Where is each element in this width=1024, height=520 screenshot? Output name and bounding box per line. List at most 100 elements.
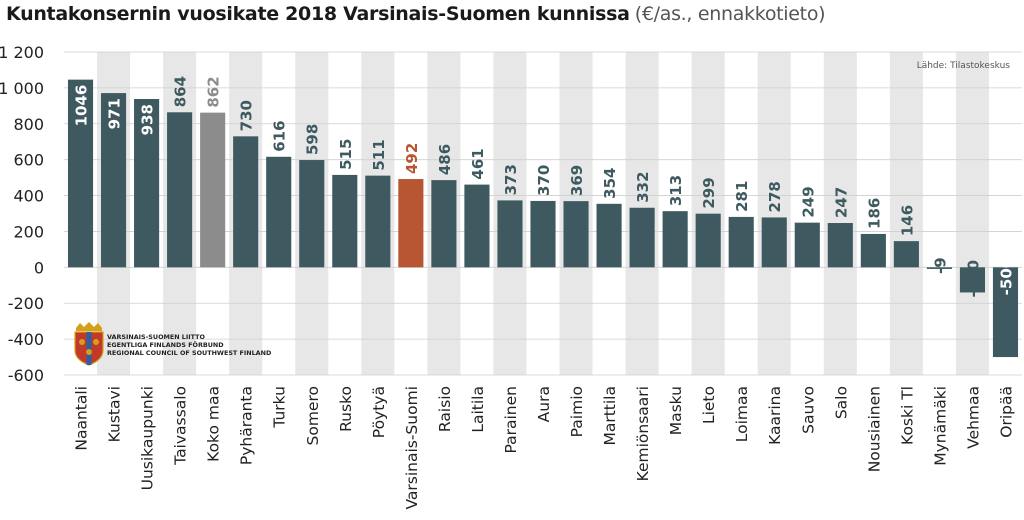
logo-line-3: REGIONAL COUNCIL OF SOUTHWEST FINLAND xyxy=(107,349,272,357)
value-label: 492 xyxy=(403,143,421,174)
chart-title-line: Kuntakonsernin vuosikate 2018 Varsinais-… xyxy=(6,3,826,25)
background-band xyxy=(691,52,725,375)
y-tick-label: -400 xyxy=(8,330,44,349)
y-tick-label: 400 xyxy=(13,187,44,206)
value-label: 370 xyxy=(535,165,553,196)
bar xyxy=(464,184,490,268)
y-tick-label: -200 xyxy=(8,294,44,313)
background-band xyxy=(823,52,857,375)
value-label: 938 xyxy=(139,104,157,135)
bar xyxy=(629,207,655,268)
value-label: 862 xyxy=(205,76,223,107)
category-label: Rusko xyxy=(337,386,355,432)
value-label: 730 xyxy=(238,100,256,131)
category-label: Parainen xyxy=(502,386,520,454)
bar xyxy=(67,79,94,268)
category-label: Pyhäranta xyxy=(238,386,256,465)
value-label: 247 xyxy=(832,187,850,218)
y-tick-label: 200 xyxy=(13,222,44,241)
value-label: -500 xyxy=(997,258,1015,296)
bar xyxy=(827,223,853,268)
logo-line-1: VARSINAIS-SUOMEN LIITTO xyxy=(107,333,205,341)
background-band xyxy=(889,52,923,375)
bar xyxy=(794,222,820,268)
bar xyxy=(728,216,754,268)
value-label: 1046 xyxy=(73,85,91,127)
value-label: 278 xyxy=(766,181,784,212)
bar xyxy=(134,99,160,268)
value-label: 461 xyxy=(469,148,487,179)
bar xyxy=(992,267,1019,358)
category-label: Vehmaa xyxy=(964,386,982,449)
value-label: 299 xyxy=(700,177,718,208)
bar xyxy=(596,203,622,268)
value-label: 511 xyxy=(370,139,388,170)
category-label: Sauvo xyxy=(799,386,817,434)
value-label: 281 xyxy=(733,181,751,212)
y-tick-label: 1 000 xyxy=(0,79,44,98)
bar xyxy=(959,267,986,293)
value-label: 186 xyxy=(865,198,883,229)
category-label: Mynämäki xyxy=(931,386,949,466)
background-band xyxy=(757,52,791,375)
bar xyxy=(167,112,193,268)
category-label: Aura xyxy=(535,386,553,422)
category-label: Lieto xyxy=(700,386,718,424)
category-label: Raisio xyxy=(436,386,454,432)
value-label: 971 xyxy=(106,98,124,129)
bar xyxy=(200,112,226,268)
value-label: 598 xyxy=(304,124,322,155)
bar xyxy=(926,267,952,269)
coat-of-arms-icon xyxy=(74,322,104,366)
value-label: 864 xyxy=(172,76,190,107)
category-label: Varsinais-Suomi xyxy=(403,386,421,510)
bar xyxy=(530,200,556,268)
bar xyxy=(563,201,589,268)
source-note: Lähde: Tilastokeskus xyxy=(916,61,1010,71)
bar xyxy=(662,211,688,268)
category-label: Uusikaupunki xyxy=(139,386,157,490)
category-label: Oripää xyxy=(997,386,1015,438)
bar xyxy=(860,233,886,268)
value-label: -9 xyxy=(931,257,949,274)
value-label: 332 xyxy=(634,171,652,202)
chart-title: Kuntakonsernin vuosikate 2018 Varsinais-… xyxy=(6,3,630,25)
y-tick-label: 600 xyxy=(13,151,44,170)
bar xyxy=(233,136,259,268)
category-label: Laitila xyxy=(469,386,487,433)
value-label: -140 xyxy=(964,260,982,298)
bar xyxy=(365,175,391,268)
category-label: Naantali xyxy=(73,386,91,451)
category-label: Kemiönsaari xyxy=(634,386,652,481)
category-label: Salo xyxy=(832,386,850,419)
logo-line-2: EGENTLIGA FINLANDS FÖRBUND xyxy=(107,341,224,349)
y-tick-label: 0 xyxy=(34,258,44,277)
category-label: Taivassalo xyxy=(172,386,190,466)
bar xyxy=(893,241,919,268)
value-label: 616 xyxy=(271,120,289,151)
organization-logo: VARSINAIS-SUOMEN LIITTO EGENTLIGA FINLAN… xyxy=(73,322,273,368)
bar xyxy=(695,213,721,268)
bar xyxy=(332,174,358,268)
value-label: 369 xyxy=(568,165,586,196)
value-label: 146 xyxy=(898,205,916,236)
value-label: 313 xyxy=(667,175,685,206)
category-label: Loimaa xyxy=(733,386,751,442)
category-label: Paimio xyxy=(568,386,586,437)
category-label: Pöytyä xyxy=(370,386,388,438)
value-label: 354 xyxy=(601,167,619,198)
category-label: Kaarina xyxy=(766,386,784,445)
bar xyxy=(497,200,523,268)
value-label: 249 xyxy=(799,186,817,217)
bar xyxy=(431,180,457,268)
category-label: Masku xyxy=(667,386,685,435)
bar xyxy=(761,217,787,268)
bar xyxy=(100,93,127,268)
value-label: 373 xyxy=(502,164,520,195)
category-label: Nousiainen xyxy=(865,386,883,472)
category-label: Marttila xyxy=(601,386,619,446)
chart-subtitle: (€/as., ennakkotieto) xyxy=(634,3,826,25)
category-label: Turku xyxy=(271,386,289,429)
y-tick-label: -600 xyxy=(8,366,44,385)
